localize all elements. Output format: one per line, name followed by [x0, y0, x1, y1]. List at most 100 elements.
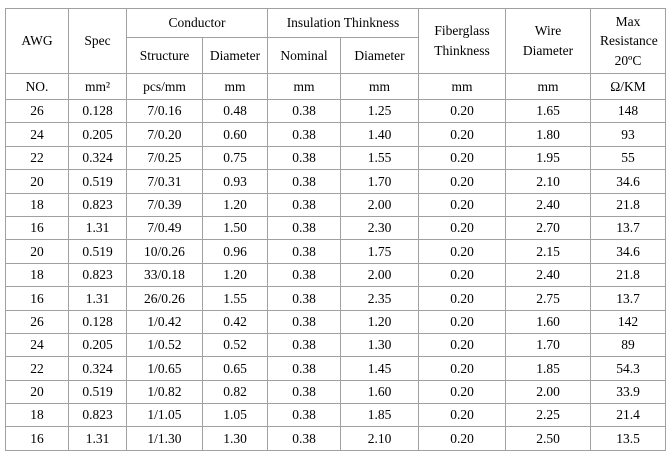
cell-insulation-diameter: 2.30: [340, 215, 419, 241]
cell-spec: 0.324: [68, 356, 127, 381]
table-row: 26 0.128 7/0.16 0.48 0.38 1.25 0.20 1.65 148: [5, 98, 666, 124]
cell-fiberglass-thickness: 0.20: [418, 239, 506, 264]
units-row: NO. mm² pcs/mm mm mm mm mm mm Ω/KM: [5, 73, 666, 100]
cell-awg: 18: [5, 403, 69, 428]
cell-conductor-diameter: 0.96: [202, 239, 268, 264]
cell-max-resistance: 21.8: [590, 262, 666, 288]
cell-fiberglass-thickness: 0.20: [418, 356, 506, 381]
cell-conductor-diameter: 1.05: [202, 403, 268, 428]
cell-max-resistance: 21.4: [590, 403, 666, 428]
cell-fiberglass-thickness: 0.20: [418, 309, 506, 334]
cell-fiberglass-thickness: 0.20: [418, 286, 506, 311]
cell-conductor-diameter: 0.75: [202, 145, 268, 171]
col-header-nominal: Nominal: [267, 37, 341, 74]
table-row: 26 0.128 1/0.42 0.42 0.38 1.20 0.20 1.60 142: [5, 309, 666, 334]
cell-wire-diameter: 2.25: [505, 403, 591, 428]
table-row: 18 0.823 33/0.18 1.20 0.38 2.00 0.20 2.40 21.8: [5, 262, 666, 288]
table-row: 20 0.519 10/0.26 0.96 0.38 1.75 0.20 2.15 34.6: [5, 239, 666, 264]
table-row: 24 0.205 7/0.20 0.60 0.38 1.40 0.20 1.80 93: [5, 122, 666, 147]
cell-insulation-diameter: 1.45: [340, 356, 419, 381]
cell-wire-diameter: 2.50: [505, 426, 591, 451]
cell-wire-diameter: 2.70: [505, 215, 591, 241]
cell-awg: 24: [5, 122, 69, 147]
cell-max-resistance: 55: [590, 145, 666, 171]
cell-wire-diameter: 2.40: [505, 262, 591, 288]
unit-insulation-diameter: mm: [340, 73, 419, 100]
cell-structure: 1/1.30: [126, 426, 203, 451]
cell-wire-diameter: 2.15: [505, 239, 591, 264]
cell-wire-diameter: 2.40: [505, 192, 591, 217]
header-row-sub: Structure Diameter Nominal Diameter: [6, 37, 666, 74]
cell-awg: 20: [5, 379, 69, 405]
cell-spec: 0.205: [68, 122, 127, 147]
cell-insulation-diameter: 1.75: [340, 239, 419, 264]
cell-awg: 16: [5, 215, 69, 241]
cell-awg: 18: [5, 262, 69, 288]
cell-conductor-diameter: 1.20: [202, 192, 268, 217]
cell-awg: 20: [5, 169, 69, 194]
cell-nominal: 0.38: [267, 403, 341, 428]
cell-max-resistance: 13.5: [590, 426, 666, 451]
cell-fiberglass-thickness: 0.20: [418, 215, 506, 241]
table-row: 20 0.519 7/0.31 0.93 0.38 1.70 0.20 2.10 34.6: [5, 169, 666, 194]
cell-fiberglass-thickness: 0.20: [418, 98, 506, 124]
cell-structure: 7/0.16: [126, 98, 203, 124]
cell-conductor-diameter: 0.48: [202, 98, 268, 124]
cell-structure: 26/0.26: [126, 286, 203, 311]
cell-conductor-diameter: 0.93: [202, 169, 268, 194]
cell-wire-diameter: 1.60: [505, 309, 591, 334]
cell-fiberglass-thickness: 0.20: [418, 262, 506, 288]
unit-nominal: mm: [267, 73, 341, 100]
cell-conductor-diameter: 0.82: [202, 379, 268, 405]
table-row: 16 1.31 7/0.49 1.50 0.38 2.30 0.20 2.70 13.7: [5, 215, 666, 241]
table-row: 20 0.519 1/0.82 0.82 0.38 1.60 0.20 2.00 33.9: [5, 379, 666, 405]
cell-insulation-diameter: 2.35: [340, 286, 419, 311]
header-row-groups: AWG Spec Conductor Insulation Thinkness …: [5, 8, 666, 74]
cell-awg: 18: [5, 192, 69, 217]
cell-awg: 16: [5, 426, 69, 451]
cell-nominal: 0.38: [267, 169, 341, 194]
cell-spec: 0.823: [68, 192, 127, 217]
unit-structure: pcs/mm: [126, 73, 203, 100]
cell-fiberglass-thickness: 0.20: [418, 122, 506, 147]
cell-structure: 33/0.18: [126, 262, 203, 288]
col-group-conductor: Conductor: [126, 8, 268, 38]
cell-max-resistance: 142: [590, 309, 666, 334]
cell-spec: 0.519: [68, 379, 127, 405]
cell-spec: 0.128: [68, 98, 127, 124]
cell-wire-diameter: 2.00: [505, 379, 591, 405]
cell-max-resistance: 33.9: [590, 379, 666, 405]
cell-fiberglass-thickness: 0.20: [418, 379, 506, 405]
unit-spec: mm²: [68, 73, 127, 100]
cell-fiberglass-thickness: 0.20: [418, 403, 506, 428]
unit-conductor-diameter: mm: [202, 73, 268, 100]
cell-structure: 10/0.26: [126, 239, 203, 264]
table-row: 16 1.31 1/1.30 1.30 0.38 2.10 0.20 2.50 13.5: [5, 426, 666, 451]
cell-nominal: 0.38: [267, 426, 341, 451]
cell-wire-diameter: 1.70: [505, 332, 591, 358]
table-row: 22 0.324 7/0.25 0.75 0.38 1.55 0.20 1.95 55: [5, 145, 666, 171]
cell-awg: 22: [5, 356, 69, 381]
cell-max-resistance: 93: [590, 122, 666, 147]
cell-nominal: 0.38: [267, 215, 341, 241]
cell-conductor-diameter: 1.30: [202, 426, 268, 451]
cell-spec: 0.519: [68, 239, 127, 264]
table-body: 26 0.128 7/0.16 0.48 0.38 1.25 0.20 1.65 148 24 0.…: [5, 98, 666, 451]
cell-conductor-diameter: 1.50: [202, 215, 268, 241]
cell-structure: 7/0.49: [126, 215, 203, 241]
unit-fiberglass-thickness: mm: [418, 73, 506, 100]
cell-structure: 1/0.65: [126, 356, 203, 381]
unit-awg: NO.: [5, 73, 69, 100]
cell-insulation-diameter: 1.25: [340, 98, 419, 124]
cell-spec: 1.31: [68, 215, 127, 241]
cell-conductor-diameter: 0.42: [202, 309, 268, 334]
wire-spec-table: AWG Spec Conductor Insulation Thinkness …: [5, 8, 666, 451]
cell-wire-diameter: 2.10: [505, 169, 591, 194]
col-header-max-resistance: Max Resistance 20ºC: [590, 8, 666, 74]
cell-awg: 24: [5, 332, 69, 358]
cell-conductor-diameter: 1.20: [202, 262, 268, 288]
cell-max-resistance: 34.6: [590, 169, 666, 194]
cell-nominal: 0.38: [267, 192, 341, 217]
cell-spec: 0.205: [68, 332, 127, 358]
cell-awg: 20: [5, 239, 69, 264]
